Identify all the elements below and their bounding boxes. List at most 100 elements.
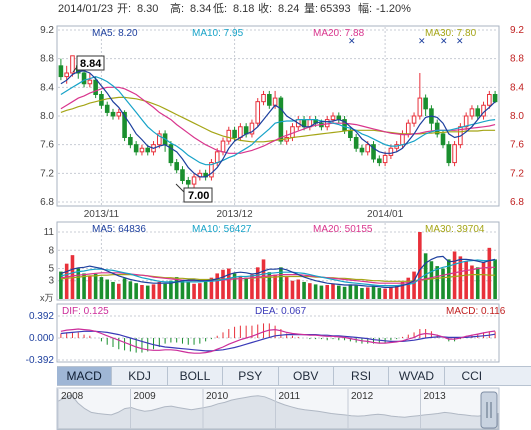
volume-bar-up	[412, 271, 416, 299]
low-callout: 7.00	[175, 183, 213, 203]
volume-bar-up	[151, 284, 156, 299]
price-tick-left: 8.0	[40, 111, 54, 122]
price-tick-left: 8.8	[40, 54, 54, 65]
header-change-label: 幅:	[358, 2, 372, 15]
volume-bar-down	[279, 267, 283, 299]
candle-up	[64, 72, 69, 78]
candle-down	[446, 144, 452, 164]
volume-bar-down	[203, 280, 208, 299]
volume-bar-up	[215, 273, 220, 299]
tab-boll[interactable]: BOLL	[168, 367, 224, 385]
volume-bar-up	[406, 277, 411, 299]
header-low: 8.18	[233, 3, 254, 15]
header-change: -1.20%	[376, 3, 411, 15]
price-tick-right: 7.2	[510, 168, 524, 179]
legend-vol-ma5: MA5: 64836	[92, 224, 146, 235]
price-panel-frame	[56, 25, 500, 207]
volume-bar-up	[261, 259, 266, 299]
candle-down	[232, 129, 237, 138]
candle-up	[139, 147, 145, 153]
volume-bar-down	[59, 271, 63, 299]
volume-bar-down	[111, 281, 115, 299]
volume-bar-down	[163, 283, 167, 299]
candle-down	[58, 65, 64, 78]
legend-ma5: MA5: 8.20	[92, 28, 138, 39]
volume-bar-down	[423, 253, 428, 299]
grid-lines	[58, 27, 498, 361]
volume-bar-down	[180, 279, 185, 299]
volume-bar-up	[198, 283, 202, 299]
candle-down	[145, 147, 151, 153]
volume-bar-up	[88, 275, 92, 299]
tabbar-end	[499, 366, 531, 386]
volume-bar-down	[174, 277, 179, 299]
header-open: 8.30	[137, 3, 158, 15]
overview-years: 2008 2009 2010 2011 2012 2013	[57, 389, 446, 429]
candle-up	[463, 115, 469, 128]
candle-down	[440, 133, 446, 146]
dif-line	[60, 328, 496, 354]
candle-up	[487, 94, 492, 106]
legend-ma10: MA10: 7.95	[192, 28, 244, 39]
month-tick-label: 2013/12	[217, 209, 254, 220]
tab-obv[interactable]: OBV	[279, 367, 334, 385]
legend-vol-ma30: MA30: 39704	[425, 224, 485, 235]
legend-ma30: MA30: 7.80	[425, 28, 477, 39]
volume-bar-up	[284, 277, 289, 299]
volume-bar-down	[99, 277, 104, 299]
tab-cci[interactable]: CCI	[461, 369, 483, 383]
candle-down	[174, 162, 179, 171]
event-marker: ✕	[418, 36, 426, 46]
volume-bar-down	[336, 285, 341, 299]
candle-down	[168, 144, 174, 164]
volume-bar-down	[244, 277, 248, 299]
volume-bar-down	[446, 259, 451, 299]
volume-bar-up	[325, 284, 330, 299]
overview-range-handle[interactable]	[480, 391, 498, 429]
volume-bar-up	[192, 283, 196, 299]
volume-bar-up	[250, 274, 254, 299]
volume-bar-down	[313, 284, 318, 299]
price-tick-left: 7.2	[40, 168, 54, 179]
event-marker: ✕	[456, 36, 464, 46]
volume-bar-down	[429, 261, 434, 299]
volume-bar-down	[302, 281, 306, 299]
candle-up	[220, 140, 226, 153]
candle-up	[238, 126, 243, 138]
volume-bar-down	[493, 259, 497, 299]
volume-bar-up	[157, 281, 162, 299]
macd-tick-left: -0.392	[26, 355, 55, 366]
tab-kdj[interactable]: KDJ	[112, 367, 168, 385]
ma5-line	[60, 70, 496, 178]
volume-bar-down	[76, 268, 81, 299]
volume-bar-down	[475, 267, 480, 299]
header-high-label: 高:	[170, 1, 184, 15]
volume-bar-up	[487, 247, 492, 299]
tab-rsi[interactable]: RSI	[334, 367, 390, 385]
volume-bar-down	[435, 266, 440, 299]
candle-up	[255, 101, 261, 124]
month-tick-label: 2014/01	[367, 209, 404, 220]
month-tick-label: 2013/11	[84, 209, 120, 220]
candle-down	[342, 119, 347, 131]
volume-bar-down	[93, 274, 98, 299]
tab-wvad[interactable]: WVAD	[389, 367, 445, 385]
header-volume: 65393	[320, 3, 351, 15]
price-tick-left: 7.6	[40, 140, 54, 151]
overview-year-label: 2009	[134, 391, 157, 402]
price-tick-left: 6.8	[40, 197, 54, 208]
volume-bar-down	[122, 278, 127, 299]
candle-up	[417, 97, 423, 117]
volume-ma5-line	[60, 255, 496, 288]
volume-tick-left: 8	[48, 245, 54, 256]
volume-tick-left: 3	[48, 276, 54, 287]
volume-moving-averages	[60, 255, 496, 288]
volume-panel-frame	[56, 221, 500, 301]
candle-down	[475, 108, 481, 117]
tab-psy[interactable]: PSY	[223, 367, 279, 385]
tab-macd[interactable]: MACD	[57, 367, 113, 385]
overview-year-label: 2011	[279, 391, 301, 402]
candle-up	[214, 151, 220, 164]
